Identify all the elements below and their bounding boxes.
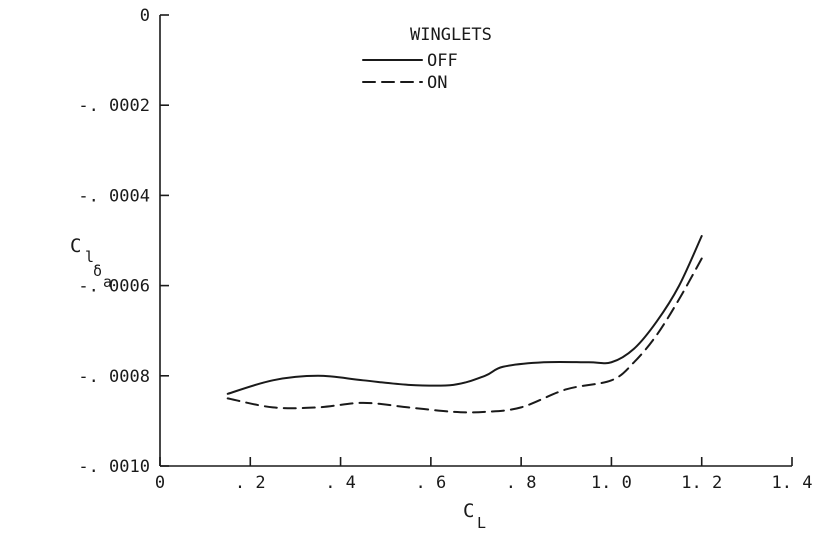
x-tick-label: . 6 [415,473,446,493]
series-line-on [226,257,703,414]
x-tick-label: . 4 [325,473,356,493]
series-layer [226,234,703,414]
x-axis-label: C L [463,500,486,532]
y-tick-label: 0 [140,6,150,26]
x-ticks: 0 . 2 . 4 . 6 . 8 1. 0 1. 2 1. 4 [155,457,813,493]
y-axis-label-sub: l [85,248,94,266]
x-axis-label-sub: L [477,514,486,532]
legend-title: WINGLETS [410,25,492,45]
x-tick-label: . 8 [506,473,537,493]
x-tick-label: 1. 4 [772,473,813,493]
x-tick-label: 1. 2 [681,473,722,493]
legend: WINGLETS OFF ON [362,25,492,93]
y-tick-label: -. 0006 [78,277,150,297]
y-tick-label: -. 0002 [78,96,150,116]
x-tick-label: 1. 0 [591,473,632,493]
axes [159,15,792,467]
x-tick-label: 0 [155,473,165,493]
legend-label-off: OFF [427,51,458,71]
y-axis-label: C l δ a [70,235,112,291]
y-axis-label-subsubsub: a [103,273,112,291]
y-ticks: 0 -. 0002 -. 0004 -. 0006 -. 0008 -. 0010 [78,6,169,477]
legend-label-on: ON [427,73,447,93]
y-tick-label: -. 0008 [78,367,150,387]
y-axis-label-subsub: δ [93,262,102,280]
y-tick-label: -. 0010 [78,457,150,477]
series-line-off [226,234,703,395]
x-axis-label-main: C [463,500,474,522]
y-tick-label: -. 0004 [78,186,150,206]
y-axis-label-main: C [70,235,81,257]
x-tick-label: . 2 [235,473,266,493]
